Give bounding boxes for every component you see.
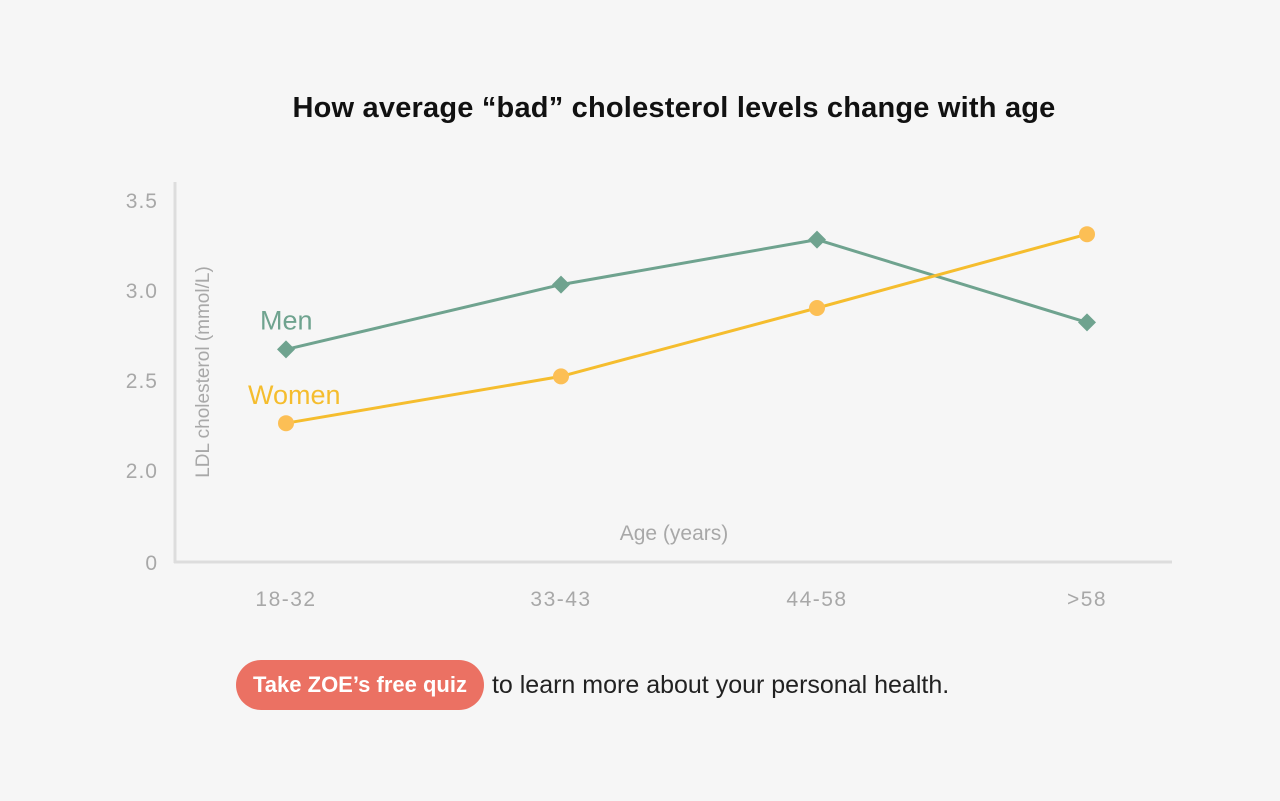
women-series-label: Women bbox=[248, 380, 341, 410]
chart-title: How average “bad” cholesterol levels cha… bbox=[292, 92, 1056, 124]
cta-row: Take ZOE’s free quiz to learn more about… bbox=[236, 660, 949, 710]
women-point bbox=[1079, 226, 1095, 243]
women-point bbox=[809, 300, 825, 316]
men-point bbox=[277, 340, 295, 359]
men-point bbox=[808, 230, 826, 249]
x-axis-label: Age (years) bbox=[620, 522, 729, 545]
x-tick-label: 18-32 bbox=[255, 588, 316, 611]
x-tick-label: 33-43 bbox=[530, 588, 591, 611]
cta-text: to learn more about your personal health… bbox=[491, 670, 950, 699]
quiz-button[interactable]: Take ZOE’s free quiz bbox=[236, 660, 484, 710]
women-point bbox=[278, 415, 294, 432]
y-tick-label: 2.0 bbox=[126, 460, 158, 483]
men-series-label: Men bbox=[260, 305, 313, 335]
x-tick-label: >58 bbox=[1067, 588, 1107, 611]
y-tick-label: 2.5 bbox=[126, 370, 158, 393]
men-series-line bbox=[285, 238, 1088, 351]
women-point bbox=[553, 368, 569, 385]
y-axis-label: LDL cholesterol (mmol/L) bbox=[193, 266, 214, 478]
men-point bbox=[1078, 313, 1096, 332]
y-tick-label: 3.5 bbox=[126, 190, 158, 213]
y-tick-label: 0 bbox=[145, 552, 158, 575]
y-tick-label: 3.0 bbox=[126, 280, 158, 303]
men-point bbox=[552, 275, 570, 294]
women-series-line bbox=[285, 232, 1088, 425]
x-tick-label: 44-58 bbox=[786, 588, 847, 611]
